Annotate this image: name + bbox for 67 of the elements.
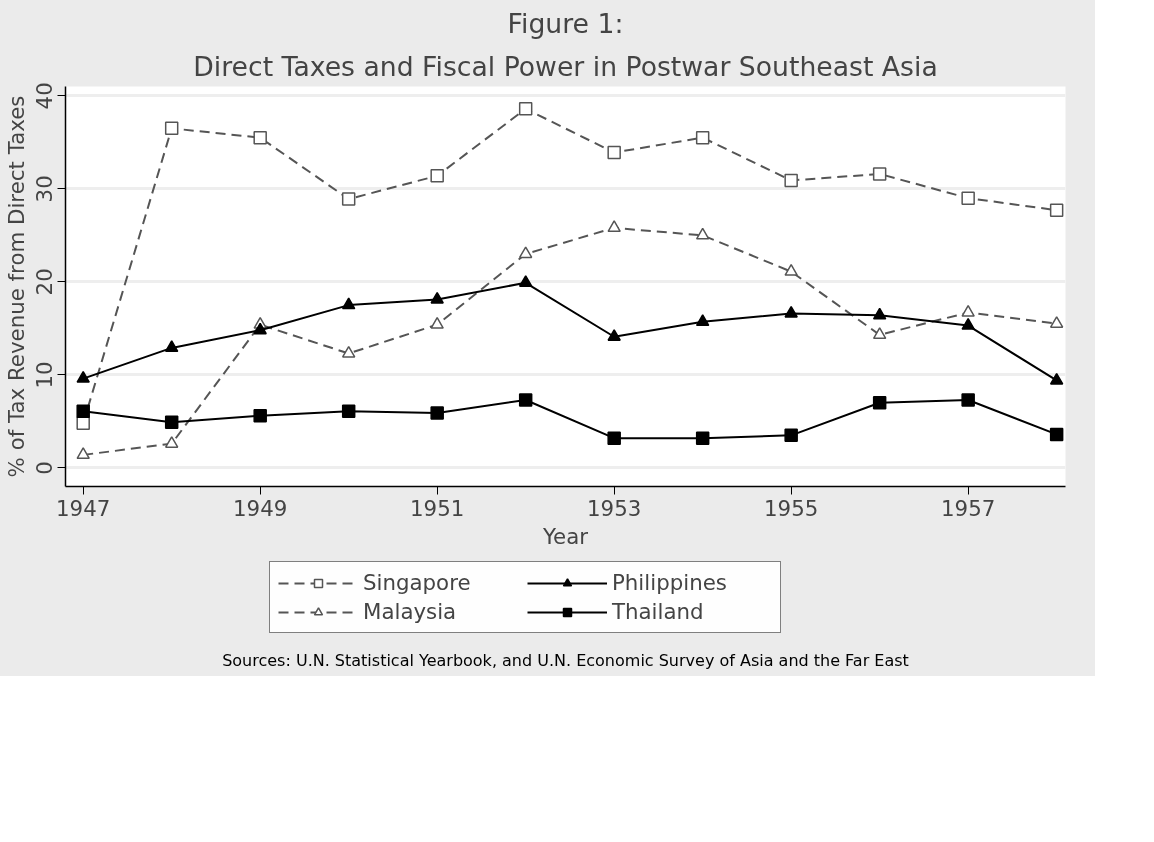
point [341,345,356,358]
point [76,404,90,418]
point [961,317,975,330]
point [695,431,710,445]
legend-label: Thailand [611,599,705,624]
point [961,304,975,317]
point [1049,372,1064,385]
point [607,431,621,445]
point [518,246,533,259]
point [961,191,975,205]
y-tick-label: 30 [32,175,58,203]
x-tick-label: 1951 [410,495,465,521]
point [164,121,179,136]
point [872,307,887,320]
point [341,192,356,206]
x-tick-label: 1957 [941,495,996,521]
x-axis-title: Year [541,523,589,549]
point [76,416,90,430]
source-note: Sources: U.N. Statistical Yearbook, and U.N. Economic Survey of Asia and the Far East [222,651,909,671]
point [872,167,887,181]
x-tick-label: 1953 [587,495,642,521]
point [607,145,621,160]
y-tick-label: 20 [32,268,58,296]
point [430,169,444,183]
point [784,305,798,318]
y-tick-label: 10 [32,361,58,389]
point [695,227,710,240]
point [518,393,533,407]
point [164,340,179,353]
point [695,130,710,145]
point [872,327,887,340]
point [607,220,621,233]
x-tick-label: 1949 [233,495,288,521]
point [607,329,621,341]
point [341,404,356,418]
point [1049,203,1064,217]
legend-label: Philippines [611,570,728,595]
point [253,409,267,423]
y-tick-label: 40 [32,82,58,110]
y-axis-title: % of Tax Revenue from Direct Taxes [3,95,29,478]
point [76,447,90,460]
point [341,297,356,310]
point [253,130,267,145]
point [784,428,798,443]
point [1049,316,1064,328]
point [430,316,444,329]
point [872,396,887,410]
point [1049,427,1064,442]
point [253,322,267,335]
chart-title: Figure 1: [507,7,624,39]
chart-subtitle: Direct Taxes and Fiscal Power in Postwar Southeast Asia [193,50,938,82]
point [961,393,975,407]
x-tick-label: 1955 [764,495,819,521]
point [784,263,798,276]
point [164,436,179,448]
point [518,275,533,287]
point [164,415,179,430]
point [430,406,444,420]
legend-label: Singapore [362,570,472,595]
y-tick-label: 0 [32,461,58,475]
point [76,370,90,383]
point [784,173,798,188]
x-tick-label: 1947 [56,495,111,521]
point [518,102,533,116]
legend-label: Malaysia [362,599,458,624]
point [430,291,444,304]
point [695,314,710,327]
